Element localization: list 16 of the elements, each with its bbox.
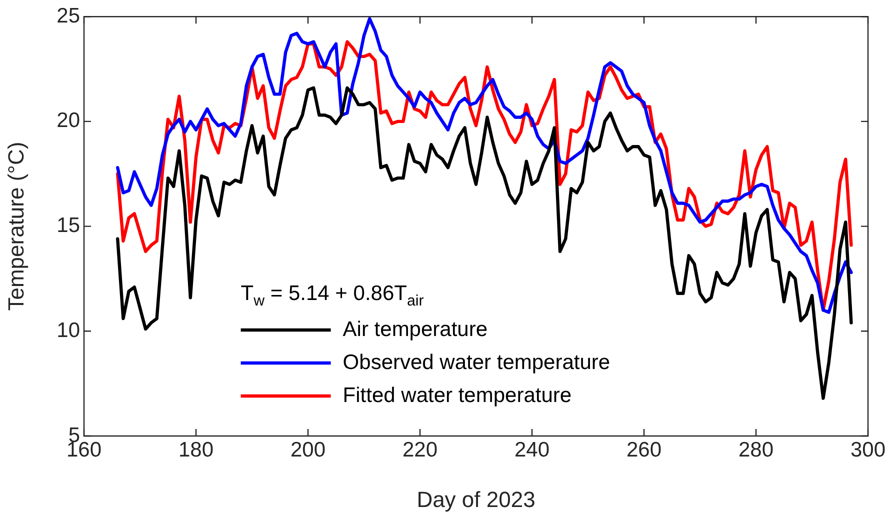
legend-label: Fitted water temperature — [342, 384, 572, 407]
x-tick-label: 200 — [290, 438, 326, 462]
legend-label: Observed water temperature — [342, 350, 610, 374]
y-tick-label: 15 — [56, 214, 80, 238]
x-tick-label: 220 — [402, 438, 438, 462]
y-axis-title: Temperature (°C) — [3, 142, 28, 311]
x-tick-label: 240 — [514, 438, 550, 462]
x-axis-title: Day of 2023 — [416, 486, 536, 512]
y-tick-label: 10 — [56, 318, 80, 342]
x-tick-label: 280 — [738, 438, 774, 462]
y-tick-label: 25 — [56, 4, 80, 28]
legend-label: Air temperature — [342, 318, 488, 341]
x-tick-label: 260 — [626, 438, 662, 462]
y-tick-label: 20 — [56, 109, 80, 132]
x-tick-label: 180 — [178, 438, 214, 462]
x-tick-label: 300 — [850, 438, 886, 462]
